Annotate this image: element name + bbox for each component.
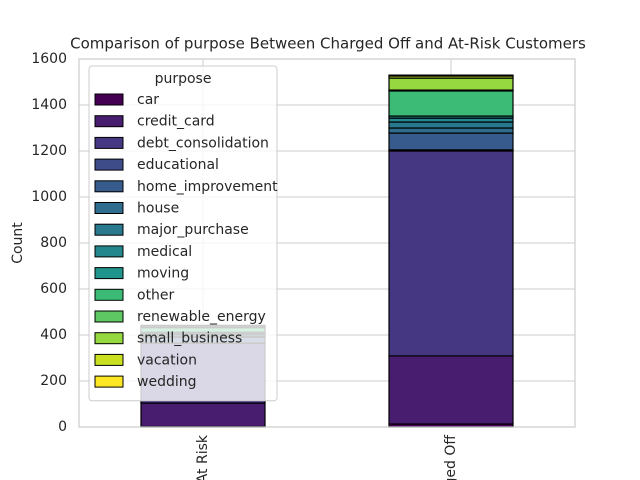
y-axis-label: Count bbox=[10, 222, 26, 264]
legend-box bbox=[88, 65, 278, 402]
legend-label: educational bbox=[137, 157, 219, 173]
y-tick-label: 1400 bbox=[31, 97, 67, 113]
legend-label: medical bbox=[137, 244, 192, 260]
legend-swatch bbox=[94, 245, 124, 258]
bar-segment bbox=[388, 77, 514, 91]
legend-swatch bbox=[94, 375, 124, 388]
legend-swatch bbox=[94, 202, 124, 214]
x-tick-label: At Risk bbox=[195, 434, 211, 480]
y-tick-label: 600 bbox=[40, 281, 67, 297]
bar-segment bbox=[388, 150, 514, 357]
legend-label: renewable_energy bbox=[137, 309, 266, 325]
legend-swatch bbox=[94, 223, 124, 236]
legend-label: credit_card bbox=[137, 114, 215, 130]
y-tick-label: 1000 bbox=[31, 189, 67, 205]
legend-swatch bbox=[94, 353, 124, 366]
y-tick-label: 1600 bbox=[31, 51, 67, 67]
legend-label: car bbox=[137, 92, 159, 108]
legend-swatch bbox=[94, 115, 124, 128]
plot-frame bbox=[78, 58, 576, 428]
bar-segment bbox=[388, 132, 514, 151]
legend-label: moving bbox=[137, 266, 189, 282]
y-tick-label: 200 bbox=[40, 373, 67, 389]
bar-segment bbox=[388, 74, 514, 77]
legend: purpose car credit_card debt_consolidatione… bbox=[88, 65, 278, 402]
legend-label: debt_consolidation bbox=[137, 135, 269, 151]
y-tick-label: 400 bbox=[40, 327, 67, 343]
legend-swatch bbox=[94, 288, 124, 301]
legend-label: wedding bbox=[137, 374, 197, 390]
legend-title: purpose bbox=[155, 71, 212, 87]
legend-label: house bbox=[137, 201, 179, 217]
y-tick-label: 800 bbox=[40, 235, 67, 251]
legend-swatch bbox=[94, 136, 124, 149]
y-tick-label: 1200 bbox=[31, 143, 67, 159]
legend-label: major_purchase bbox=[137, 222, 249, 238]
legend-swatch bbox=[94, 180, 124, 193]
bar-segment bbox=[388, 90, 514, 117]
legend-label: vacation bbox=[137, 352, 197, 368]
legend-swatch bbox=[94, 267, 124, 280]
legend-label: other bbox=[137, 287, 175, 303]
legend-label: small_business bbox=[137, 331, 242, 347]
legend-swatch bbox=[94, 310, 124, 323]
bar-segment bbox=[388, 121, 514, 129]
legend-swatch bbox=[94, 158, 124, 171]
legend-swatch bbox=[94, 332, 124, 345]
x-tick-label: Charged Off bbox=[443, 435, 459, 480]
bar-segment bbox=[140, 402, 266, 428]
legend-swatch bbox=[94, 93, 124, 106]
bar-segment bbox=[388, 127, 514, 134]
bar-segment bbox=[388, 355, 514, 425]
chart-title: Comparison of purpose Between Charged Of… bbox=[70, 35, 586, 53]
y-tick-label: 0 bbox=[58, 419, 67, 435]
legend-label: home_improvement bbox=[137, 179, 278, 195]
